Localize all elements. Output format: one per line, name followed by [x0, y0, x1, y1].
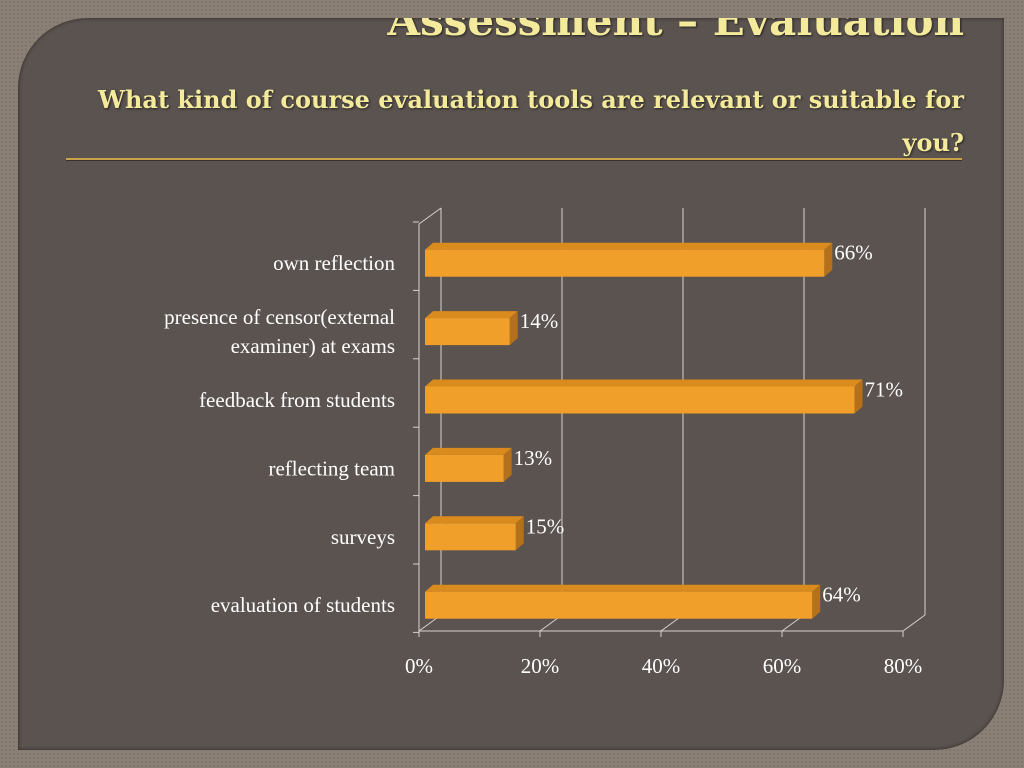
bar: [425, 447, 512, 482]
category-label-line: reflecting team: [268, 456, 395, 480]
category-label-line: surveys: [331, 525, 395, 549]
bar-data-label: 14%: [520, 309, 559, 333]
bar-top-face: [425, 584, 821, 592]
chart-bars: [425, 242, 863, 619]
bar-side-face: [509, 311, 518, 346]
slide-title: Assessment – Evaluation: [387, 18, 964, 45]
bar-top-face: [425, 447, 512, 455]
category-label: evaluation of students: [211, 593, 395, 617]
x-tick-label: 80%: [884, 654, 923, 678]
bar-front-face: [425, 591, 813, 619]
bar: [425, 584, 821, 619]
bar-front-face: [425, 454, 504, 482]
bar-top-face: [425, 516, 524, 524]
bar-side-face: [503, 447, 512, 482]
wall-top-connector: [418, 207, 442, 225]
bar-front-face: [425, 523, 516, 551]
bar-data-label: 15%: [526, 514, 565, 538]
category-label: own reflection: [273, 251, 395, 275]
bar-data-label: 13%: [514, 446, 553, 470]
bar: [425, 311, 518, 346]
category-label: reflecting team: [268, 456, 395, 480]
bar-data-label: 66%: [834, 241, 873, 265]
category-label-line: feedback from students: [199, 388, 395, 412]
title-divider: [66, 158, 962, 160]
gridline-depth: [902, 614, 926, 632]
chart-labels: 0% 20% 40% 60% 80% 66% own reflection 14% presen…: [164, 241, 922, 678]
bar-side-face: [812, 584, 821, 619]
category-label: feedback from students: [199, 388, 395, 412]
bar-top-face: [425, 242, 833, 250]
x-tick-label: 20%: [521, 654, 560, 678]
bar-front-face: [425, 249, 825, 277]
category-label-line: own reflection: [273, 251, 395, 275]
bar: [425, 242, 833, 277]
bar-data-label: 64%: [822, 583, 861, 607]
bar: [425, 516, 524, 551]
x-tick-label: 40%: [642, 654, 681, 678]
category-label: surveys: [331, 525, 395, 549]
bar-top-face: [425, 379, 863, 387]
bar: [425, 379, 863, 414]
slide-subtitle: What kind of course evaluation tools are…: [98, 85, 964, 157]
category-label-line: evaluation of students: [211, 593, 395, 617]
bar-side-face: [824, 242, 833, 277]
x-tick-label: 0%: [405, 654, 433, 678]
category-label: presence of censor(external examiner) at …: [164, 305, 395, 358]
bar-front-face: [425, 318, 510, 346]
bar-top-face: [425, 311, 518, 319]
category-label-line: examiner) at exams: [231, 334, 395, 358]
bar-front-face: [425, 386, 855, 414]
bar-side-face: [854, 379, 863, 414]
bar-data-label: 71%: [865, 378, 904, 402]
bar-side-face: [515, 516, 524, 551]
x-tick-label: 60%: [763, 654, 802, 678]
category-label-line: presence of censor(external: [164, 305, 395, 329]
